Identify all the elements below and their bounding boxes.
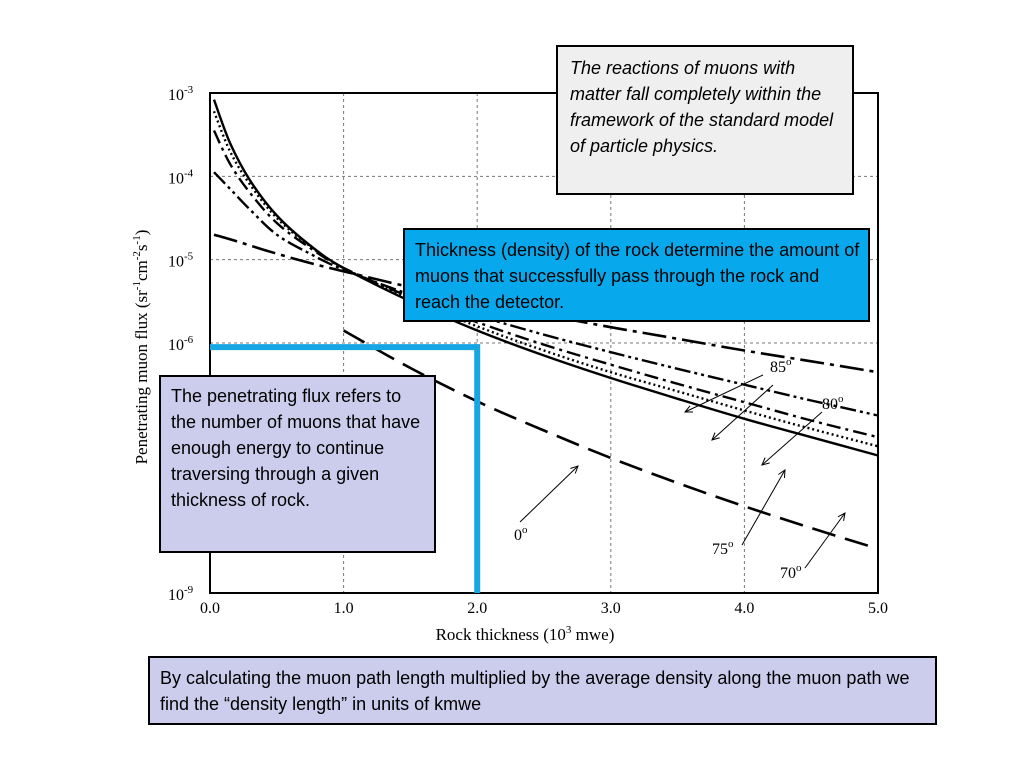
y-tick-3: 10-6 — [168, 334, 194, 354]
curve-3-dash-double-dot — [213, 171, 879, 417]
angle-label-80: 80o — [822, 393, 844, 413]
x-tick-1: 1.0 — [334, 600, 354, 617]
curve-4-long-dash-dot — [213, 233, 879, 374]
curve-0-solid — [212, 99, 879, 457]
x-tick-4: 4.0 — [734, 600, 754, 617]
angle-arrow-4 — [804, 512, 846, 569]
y-axis-label: Penetrating muon flux (sr-1cm-2s-1) — [131, 230, 151, 465]
angle-arrowhead-3 — [778, 469, 786, 479]
angle-label-75: 75o — [712, 538, 734, 558]
y-tick-4: 10-9 — [168, 584, 194, 604]
curve-5-long-dash — [342, 329, 879, 551]
angle-label-0: 0o — [514, 524, 528, 544]
angle-arrow-5 — [519, 465, 579, 523]
x-tick-0: 0.0 — [200, 600, 220, 617]
y-tick-1: 10-4 — [168, 167, 194, 187]
curve-2-dash-dot — [212, 129, 879, 439]
x-tick-3: 3.0 — [601, 600, 621, 617]
angle-arrow-1 — [711, 384, 774, 441]
angle-arrowhead-5 — [570, 465, 579, 474]
angle-labels: 85o 80o 75o 70o 0o — [514, 356, 844, 582]
angle-label-70: 70o — [780, 562, 802, 582]
flux-curves — [212, 99, 879, 551]
angle-arrow-2 — [761, 411, 823, 466]
penetrating-flux-note: The penetrating flux refers to the numbe… — [159, 375, 436, 553]
y-tick-0: 10-3 — [168, 84, 194, 104]
x-tick-2: 2.0 — [467, 600, 487, 617]
angle-arrowhead-2 — [761, 457, 770, 466]
angle-arrowhead-0 — [683, 405, 694, 413]
angle-arrow-0 — [684, 374, 764, 413]
density-length-note: By calculating the muon path length mult… — [148, 656, 937, 725]
angle-arrow-3 — [741, 469, 786, 546]
x-tick-5: 5.0 — [868, 600, 888, 617]
angle-label-85: 85o — [770, 356, 792, 376]
y-tick-labels: 10-3 10-4 10-5 10-6 10-9 — [168, 84, 194, 604]
x-axis-label: Rock thickness (103 mwe) — [436, 624, 615, 644]
x-tick-labels: 0.0 1.0 2.0 3.0 4.0 5.0 — [200, 600, 888, 617]
rock-density-note: Thickness (density) of the rock determin… — [403, 228, 870, 322]
highlight-lines — [210, 344, 481, 593]
angle-arrowhead-4 — [837, 512, 846, 521]
angle-arrows — [519, 374, 846, 569]
muon-reactions-note: The reactions of muons with matter fall … — [556, 45, 854, 195]
y-tick-2: 10-5 — [168, 251, 194, 271]
plot-frame — [209, 92, 879, 594]
angle-arrowhead-1 — [711, 432, 720, 441]
